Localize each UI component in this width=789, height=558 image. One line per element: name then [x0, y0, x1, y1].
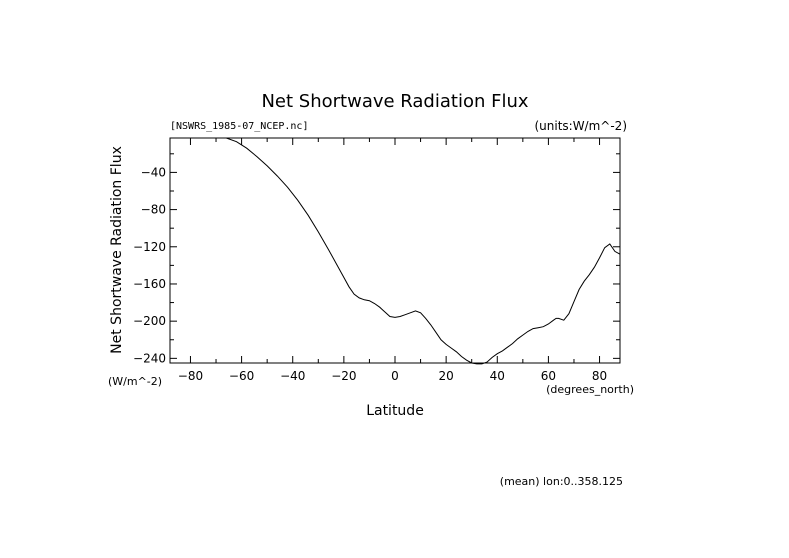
y-tick-label: −80 — [141, 203, 166, 217]
y-tick-label: −40 — [141, 165, 166, 179]
y-axis-unit: (W/m^-2) — [108, 375, 162, 388]
x-axis-label: Latitude — [366, 403, 424, 419]
x-tick-label: 0 — [391, 369, 399, 383]
x-tick-label: −40 — [280, 369, 305, 383]
x-tick-label: −60 — [229, 369, 254, 383]
mean-footer: (mean) lon:0..358.125 — [500, 475, 623, 488]
x-tick-label: 80 — [592, 369, 607, 383]
x-tick-label: 60 — [541, 369, 556, 383]
x-tick-label: 20 — [438, 369, 453, 383]
y-tick-label: −240 — [133, 351, 166, 365]
series-line — [226, 137, 621, 365]
x-tick-label: −20 — [331, 369, 356, 383]
x-axis-ticks: −80 −60 −40 −20 0 20 40 60 80 — [178, 138, 607, 383]
source-file-label: [NSWRS_1985-07_NCEP.nc] — [170, 121, 308, 132]
y-tick-label: −160 — [133, 277, 166, 291]
plot-frame — [169, 137, 621, 364]
x-tick-label: −80 — [178, 369, 203, 383]
y-axis-ticks: −40 −80 −120 −160 −200 −240 — [133, 153, 620, 365]
x-tick-label: 40 — [490, 369, 505, 383]
units-label: (units:W/m^-2) — [534, 119, 627, 133]
chart-title: Net Shortwave Radiation Flux — [261, 91, 528, 112]
y-axis-label: Net Shortwave Radiation Flux — [109, 146, 125, 354]
y-tick-label: −200 — [133, 314, 166, 328]
y-tick-label: −120 — [133, 240, 166, 254]
x-axis-unit: (degrees_north) — [546, 383, 634, 396]
